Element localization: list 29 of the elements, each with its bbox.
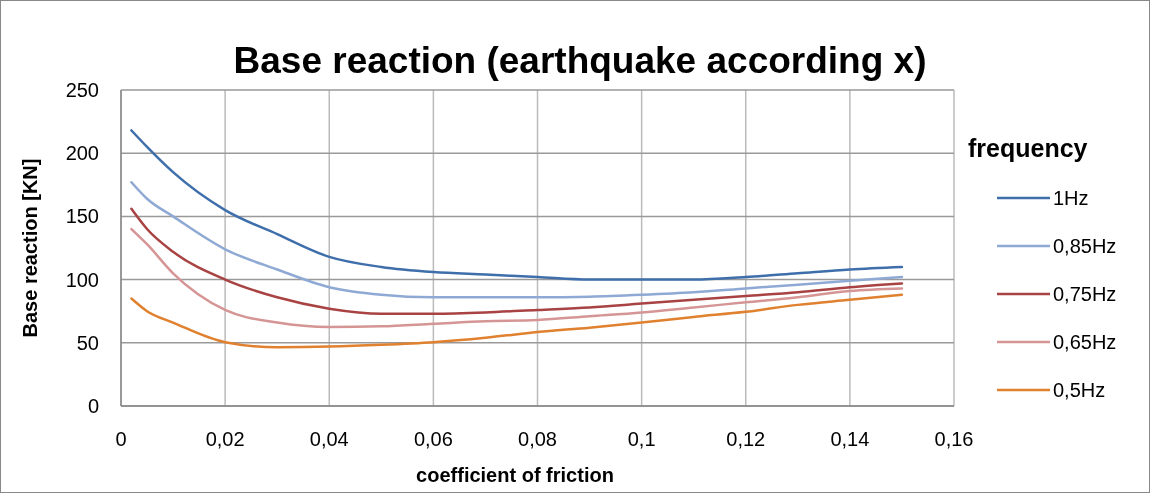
- x-tick-label: 0,16: [934, 428, 974, 450]
- chart-title: Base reaction (earthquake according x): [233, 40, 927, 81]
- x-tick-label: 0,1: [627, 428, 656, 450]
- x-axis-title: coefficient of friction: [416, 464, 614, 486]
- y-tick-label: 250: [65, 79, 99, 101]
- x-tick-label: 0,12: [726, 428, 766, 450]
- y-axis-title: Base reaction [KN]: [19, 158, 41, 338]
- x-tick-label: 0,02: [205, 428, 245, 450]
- y-tick-label: 50: [76, 331, 99, 354]
- line-series: [130, 207, 904, 315]
- line-series: [130, 129, 904, 281]
- legend-label: 0,75Hz: [1053, 283, 1117, 305]
- legend-title: frequency: [968, 134, 1088, 162]
- legend-label: 0,65Hz: [1053, 331, 1117, 353]
- y-tick-label: 150: [65, 205, 99, 228]
- legend-label: 0,5Hz: [1053, 379, 1106, 401]
- x-tick-label: 0,08: [518, 428, 557, 450]
- line-series: [130, 293, 904, 349]
- y-tick-label: 200: [65, 142, 99, 165]
- x-tick-label: 0,14: [830, 428, 870, 450]
- x-tick-label: 0,04: [309, 428, 349, 450]
- y-tick-label: 100: [65, 268, 99, 291]
- line-series: [130, 227, 904, 329]
- x-tick-label: 0,06: [413, 428, 453, 450]
- x-tick-label: 0: [115, 428, 127, 450]
- legend-label: 1Hz: [1053, 187, 1089, 209]
- y-tick-label: 0: [87, 395, 99, 417]
- line-series: [130, 181, 904, 299]
- legend-label: 0,85Hz: [1053, 235, 1117, 257]
